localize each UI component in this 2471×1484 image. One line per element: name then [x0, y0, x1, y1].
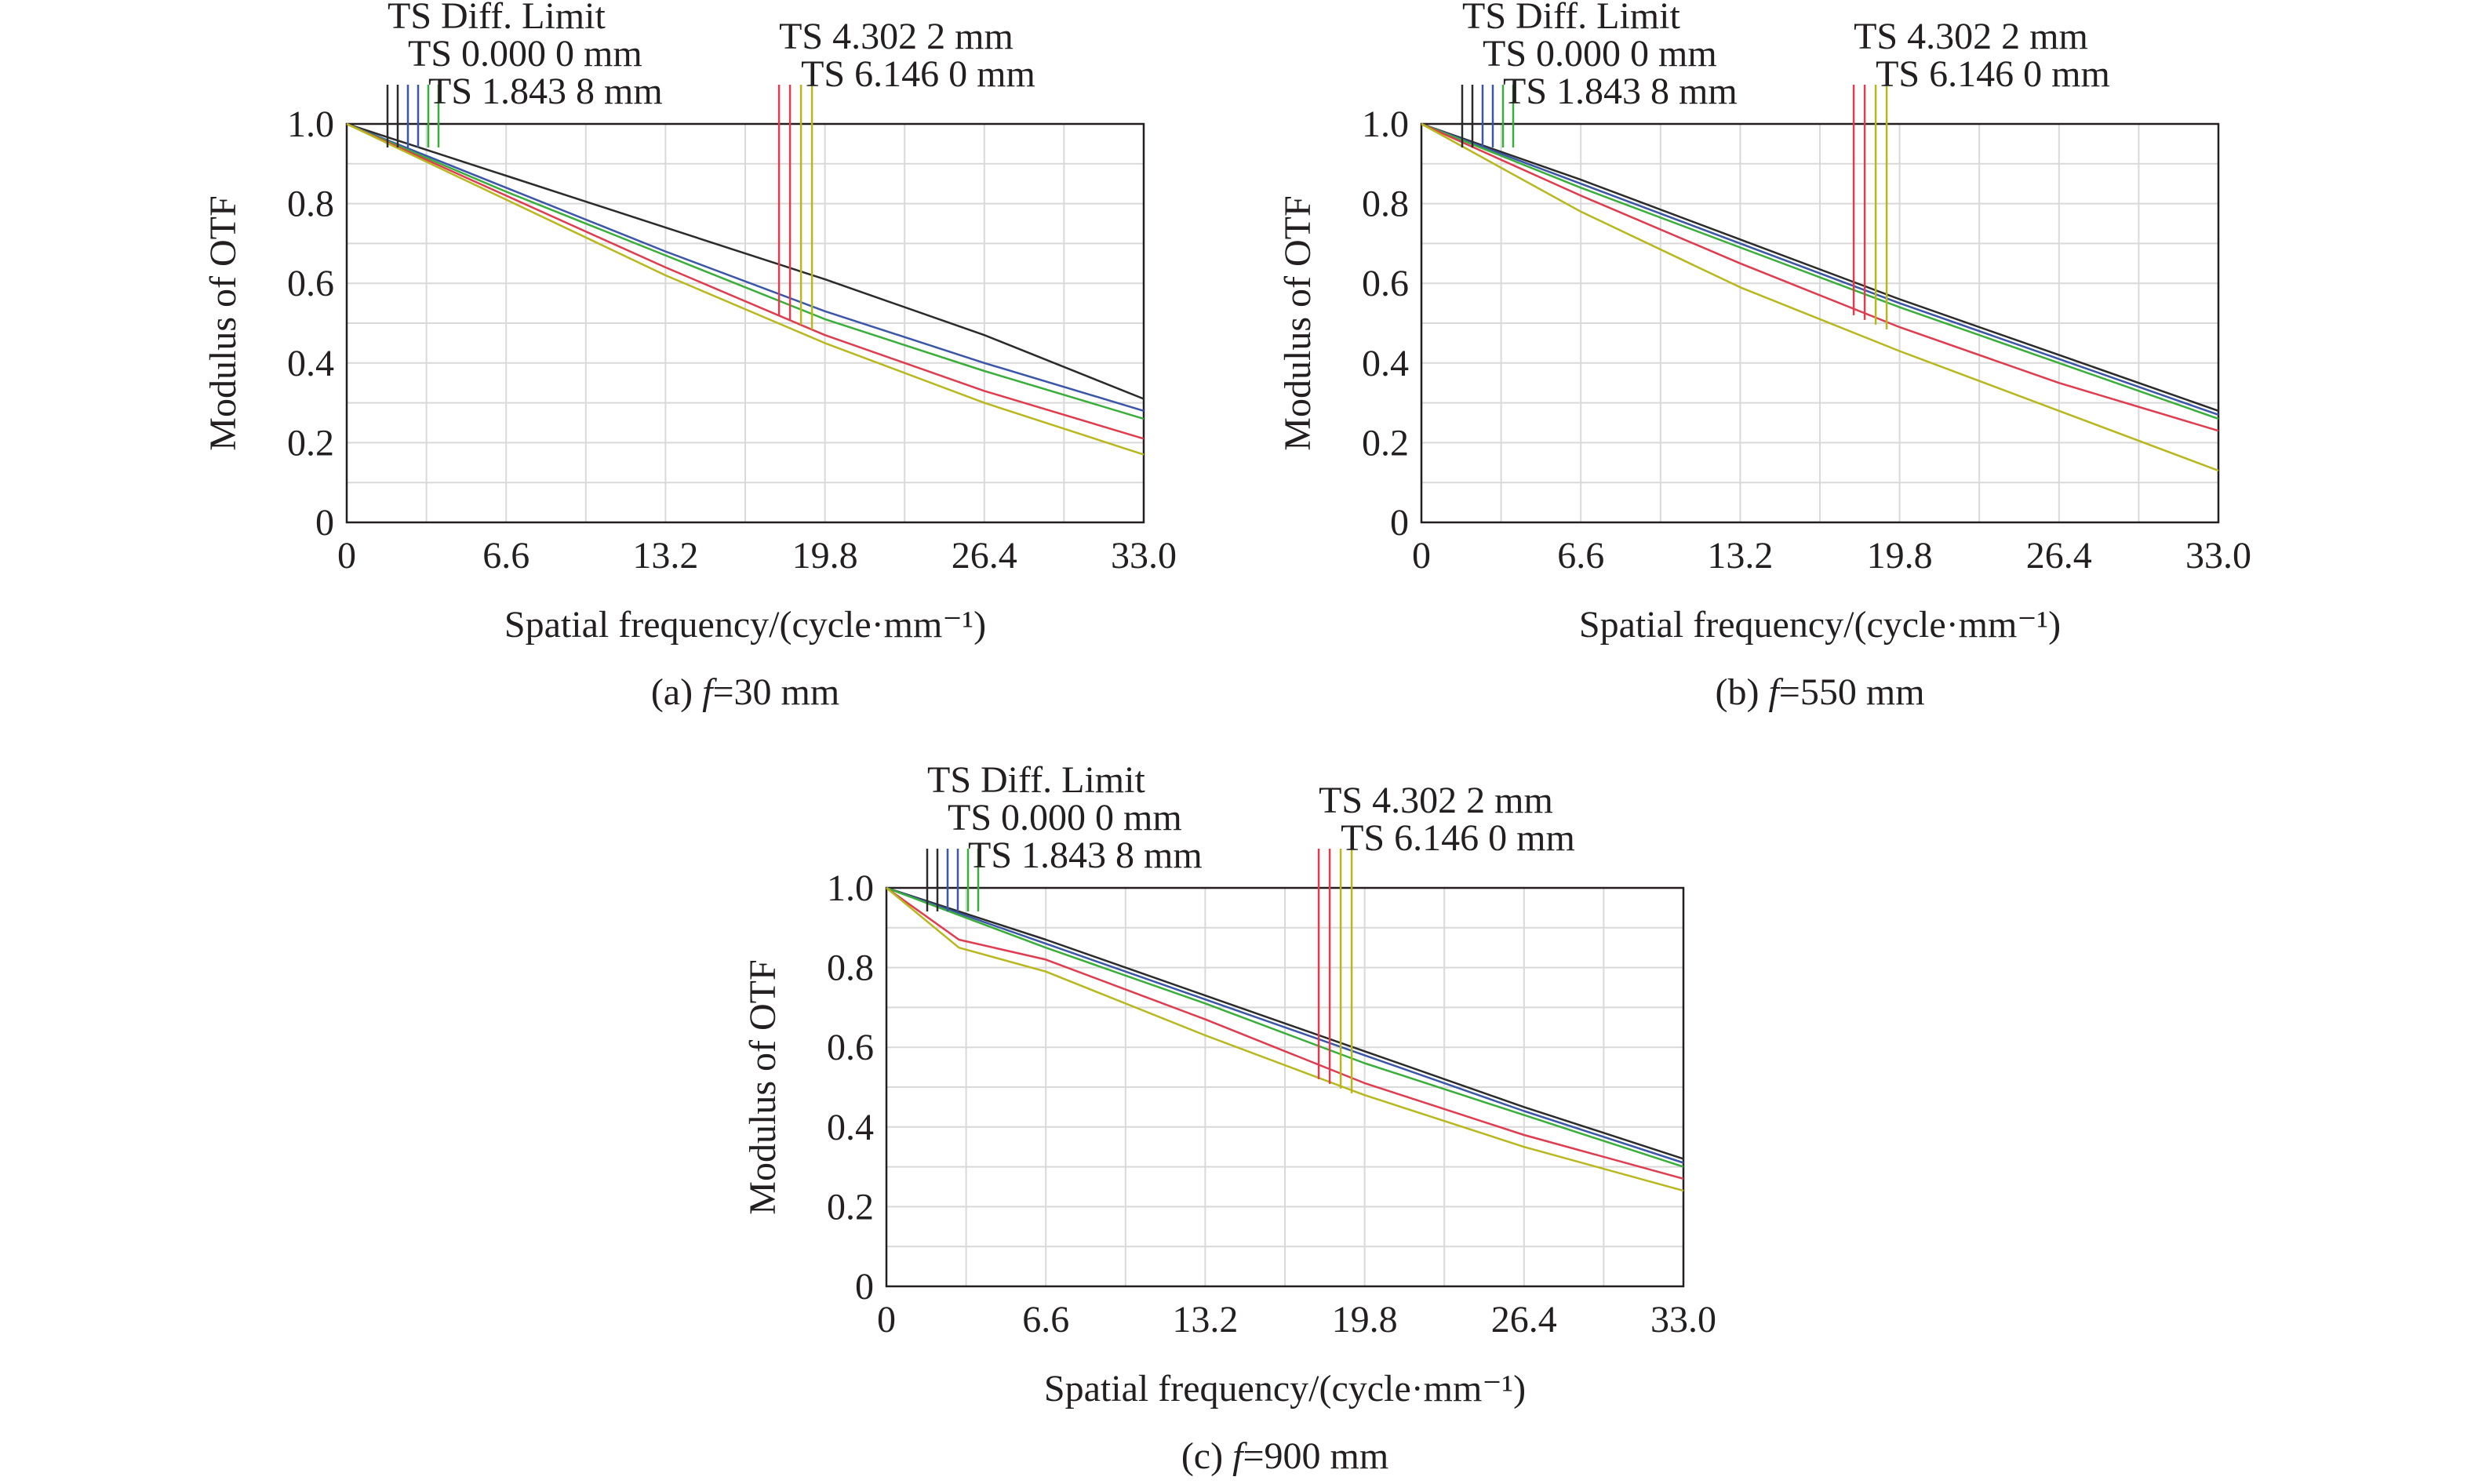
panel-c: 0 0.2 0.4 0.6 0.8 1.0 0 6.6 13.2 19.8 26.4 33.0 Spat… [742, 759, 1716, 1477]
series-line-3 [1421, 122, 2219, 432]
x-tick-label: 13.2 [1707, 535, 1773, 577]
x-axis-label: Spatial frequency/(cycle·mm⁻¹) [1044, 1368, 1526, 1409]
series-line-2 [346, 122, 1145, 420]
legend-label-field-6146: TS 6.146 0 mm [1341, 817, 1575, 859]
x-tick-label: 33.0 [2185, 535, 2251, 577]
y-tick-label: 0.2 [1362, 422, 1409, 464]
y-tick-label: 0.8 [287, 184, 334, 225]
y-tick-label: 0.8 [827, 948, 874, 989]
series-line-1 [346, 122, 1145, 412]
legend-label-field-6146: TS 6.146 0 mm [1876, 53, 2110, 95]
panel-b: 0 0.2 0.4 0.6 0.8 1.0 0 6.6 13.2 19.8 26.4 33.0 Spat… [1277, 0, 2251, 713]
x-tick-label: 6.6 [482, 535, 530, 577]
x-tick-label: 0 [337, 535, 356, 577]
series-line-0 [346, 122, 1145, 400]
x-tick-label: 6.6 [1557, 535, 1604, 577]
x-tick-label: 33.0 [1111, 535, 1177, 577]
legend-label-field-4302: TS 4.302 2 mm [779, 16, 1014, 57]
legend-label-diff-limit: TS Diff. Limit [927, 759, 1145, 801]
series-line-1 [886, 886, 1684, 1164]
y-tick-label: 0 [1390, 502, 1409, 544]
y-tick-label: 0.4 [827, 1107, 874, 1148]
legend-label-field-1843: TS 1.843 8 mm [1503, 71, 1738, 112]
x-tick-label: 19.8 [1332, 1299, 1398, 1340]
x-tick-label: 13.2 [1172, 1299, 1238, 1340]
series-line-4 [1421, 122, 2219, 472]
series-line-3 [886, 886, 1684, 1180]
y-tick-label: 1.0 [827, 867, 874, 909]
y-tick-label: 0.8 [1362, 184, 1409, 225]
y-tick-label: 0.2 [827, 1186, 874, 1228]
y-axis-label: Modulus of OTF [202, 195, 244, 450]
legend-label-field-4302: TS 4.302 2 mm [1319, 780, 1553, 821]
x-axis-label: Spatial frequency/(cycle·mm⁻¹) [504, 604, 986, 646]
panel-caption: (a) f=30 mm [651, 671, 839, 713]
x-axis-label: Spatial frequency/(cycle·mm⁻¹) [1579, 604, 2061, 646]
x-tick-label: 19.8 [792, 535, 858, 577]
y-tick-label: 1.0 [1362, 104, 1409, 145]
x-tick-label: 13.2 [632, 535, 698, 577]
legend-label-field-4302: TS 4.302 2 mm [1854, 16, 2088, 57]
y-axis-label: Modulus of OTF [1277, 195, 1319, 450]
series-line-0 [1421, 122, 2219, 412]
y-axis-label: Modulus of OTF [742, 959, 784, 1214]
series-line-3 [346, 122, 1145, 440]
x-tick-label: 26.4 [952, 535, 1017, 577]
panel-caption: (c) f=900 mm [1181, 1435, 1388, 1477]
x-tick-label: 0 [1412, 535, 1431, 577]
legend-label-field-6146: TS 6.146 0 mm [801, 53, 1035, 95]
y-tick-label: 0 [315, 502, 334, 544]
panel-caption: (b) f=550 mm [1715, 671, 1924, 713]
legend-label-field-0: TS 0.000 0 mm [1483, 33, 1717, 75]
series-line-2 [886, 886, 1684, 1168]
series-line-4 [346, 122, 1145, 456]
series-line-2 [1421, 122, 2219, 420]
panel-a: 0 0.2 0.4 0.6 0.8 1.0 0 6.6 13.2 19.8 26.4 33.0 Spat… [202, 0, 1177, 713]
series-line-4 [886, 887, 1684, 1192]
y-tick-label: 0.2 [287, 422, 334, 464]
x-tick-label: 26.4 [2026, 535, 2092, 577]
y-tick-label: 0.6 [827, 1027, 874, 1068]
y-tick-label: 0.4 [287, 343, 334, 384]
plot-frame [885, 886, 1685, 1288]
legend-label-diff-limit: TS Diff. Limit [1462, 0, 1680, 37]
x-tick-label: 26.4 [1491, 1299, 1557, 1340]
x-tick-label: 6.6 [1022, 1299, 1069, 1340]
series-line-1 [1421, 122, 2219, 416]
y-tick-label: 0 [855, 1266, 874, 1308]
legend-label-diff-limit: TS Diff. Limit [388, 0, 606, 37]
x-tick-label: 33.0 [1650, 1299, 1716, 1340]
legend-label-field-0: TS 0.000 0 mm [948, 797, 1182, 838]
y-tick-label: 0.6 [287, 263, 334, 304]
y-tick-label: 0.6 [1362, 263, 1409, 304]
legend-label-field-1843: TS 1.843 8 mm [428, 71, 663, 112]
legend-label-field-0: TS 0.000 0 mm [408, 33, 642, 75]
plot-frame [345, 122, 1145, 524]
plot-frame [1420, 122, 2220, 524]
y-tick-label: 1.0 [287, 104, 334, 145]
x-tick-label: 0 [877, 1299, 896, 1340]
legend-label-field-1843: TS 1.843 8 mm [968, 835, 1203, 876]
y-tick-label: 0.4 [1362, 343, 1409, 384]
series-line-0 [886, 886, 1684, 1160]
x-tick-label: 19.8 [1867, 535, 1933, 577]
